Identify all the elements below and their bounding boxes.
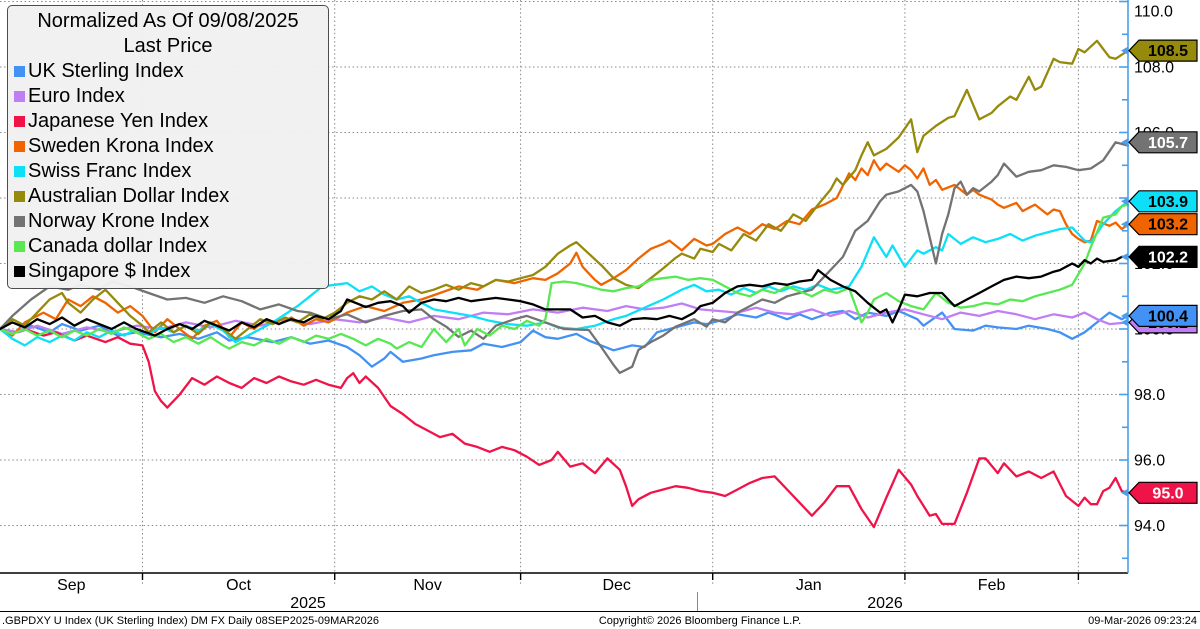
y-axis-label: 108.0: [1134, 60, 1174, 77]
last-price-tag-label: 105.7: [1148, 135, 1188, 152]
legend-item-label: UK Sterling Index: [28, 60, 184, 82]
tag-axis-arrow: [1121, 311, 1128, 320]
last-price-tag-label: 103.2: [1148, 217, 1188, 234]
security-description: .GBPDXY U Index (UK Sterling Index) DM F…: [2, 615, 380, 627]
last-price-tag-label: 95.0: [1152, 485, 1183, 502]
series-line-sweden-krona-index[interactable]: [0, 159, 1130, 340]
x-axis-month-label: Oct: [226, 577, 251, 594]
legend-item-sweden-krona-index[interactable]: Sweden Krona Index: [14, 134, 322, 159]
last-price-tag-95-0: [1128, 481, 1198, 504]
legend-item-label: Swiss Franc Index: [28, 160, 192, 182]
last-price-tag-108-5: [1128, 39, 1198, 62]
legend-item-singapore-index[interactable]: Singapore $ Index: [14, 259, 322, 284]
tag-axis-arrow: [1121, 318, 1128, 327]
legend-item-euro-index[interactable]: Euro Index: [14, 84, 322, 109]
timestamp: 09-Mar-2026 09:23:24: [1088, 615, 1197, 627]
tag-axis-arrow: [1121, 252, 1128, 261]
tag-axis-arrow: [1121, 46, 1128, 55]
legend-swatch-icon: [14, 216, 25, 227]
legend-subtitle: Last Price: [123, 35, 213, 57]
y-axis-label: 94.0: [1134, 518, 1165, 535]
legend-item-label: Canada dollar Index: [28, 235, 208, 257]
last-price-tag-label: 103.9: [1148, 194, 1188, 211]
legend-swatch-icon: [14, 266, 25, 277]
footer-divider: [0, 611, 1200, 612]
x-axis-month-label: Feb: [978, 577, 1006, 594]
x-axis-month-label: Sep: [57, 577, 86, 594]
last-price-tag-label: 108.5: [1148, 43, 1188, 60]
legend-item-label: Singapore $ Index: [28, 260, 191, 282]
legend-item-swiss-franc-index[interactable]: Swiss Franc Index: [14, 159, 322, 184]
legend-item-label: Australian Dollar Index: [28, 185, 230, 207]
series-line-canada-dollar-index[interactable]: [0, 203, 1130, 350]
y-axis-label: 110.0: [1134, 4, 1173, 21]
last-price-tag-label: 100.4: [1148, 308, 1188, 325]
chart-legend[interactable]: Normalized As Of 09/08/2025 Last Price U…: [7, 5, 329, 289]
legend-item-japanese-yen-index[interactable]: Japanese Yen Index: [14, 109, 322, 134]
series-line-euro-index[interactable]: [0, 302, 1130, 336]
last-price-tag-105-7: [1128, 131, 1198, 154]
legend-swatch-icon: [14, 166, 25, 177]
x-axis-year-label: 2026: [867, 595, 903, 612]
legend-title: Normalized As Of 09/08/2025: [37, 10, 299, 32]
x-axis-year-label: 2025: [290, 595, 326, 612]
legend-item-label: Norway Krone Index: [28, 210, 210, 232]
legend-item-norway-krone-index[interactable]: Norway Krone Index: [14, 209, 322, 234]
year-separator-line: [697, 592, 698, 612]
legend-swatch-icon: [14, 116, 25, 127]
last-price-tag-103-9: [1128, 190, 1198, 213]
x-axis-month-label: Nov: [413, 577, 441, 594]
y-axis-label: 98.0: [1134, 387, 1165, 404]
legend-item-label: Sweden Krona Index: [28, 135, 214, 157]
legend-swatch-icon: [14, 141, 25, 152]
legend-item-label: Euro Index: [28, 85, 125, 107]
legend-swatch-icon: [14, 241, 25, 252]
copyright-text: Copyright© 2026 Bloomberg Finance L.P.: [598, 615, 802, 627]
tag-axis-arrow: [1121, 488, 1128, 497]
series-line-japanese-yen-index[interactable]: [0, 327, 1130, 529]
last-price-tag-102-2: [1128, 245, 1198, 268]
tag-axis-arrow: [1121, 220, 1128, 229]
tag-axis-arrow: [1121, 138, 1128, 147]
tag-axis-arrow: [1121, 197, 1128, 206]
legend-item-canada-dollar-index[interactable]: Canada dollar Index: [14, 234, 322, 259]
legend-swatch-icon: [14, 191, 25, 202]
legend-item-uk-sterling-index[interactable]: UK Sterling Index: [14, 59, 322, 84]
series-line-norway-krone-index[interactable]: [0, 141, 1130, 375]
last-price-tag-label: 102.2: [1148, 249, 1188, 266]
legend-swatch-icon: [14, 91, 25, 102]
x-axis-month-label: Dec: [602, 577, 630, 594]
last-price-tag-103-2: [1128, 213, 1198, 236]
x-axis-month-label: Jan: [796, 577, 822, 594]
legend-swatch-icon: [14, 66, 25, 77]
legend-item-australian-dollar-index[interactable]: Australian Dollar Index: [14, 184, 322, 209]
y-axis-label: 96.0: [1134, 453, 1165, 470]
last-price-tag-100-4: [1128, 304, 1198, 327]
series-line-australian-dollar-index[interactable]: [0, 39, 1130, 340]
series-line-singapore-index[interactable]: [0, 255, 1130, 337]
legend-item-label: Japanese Yen Index: [28, 110, 209, 132]
